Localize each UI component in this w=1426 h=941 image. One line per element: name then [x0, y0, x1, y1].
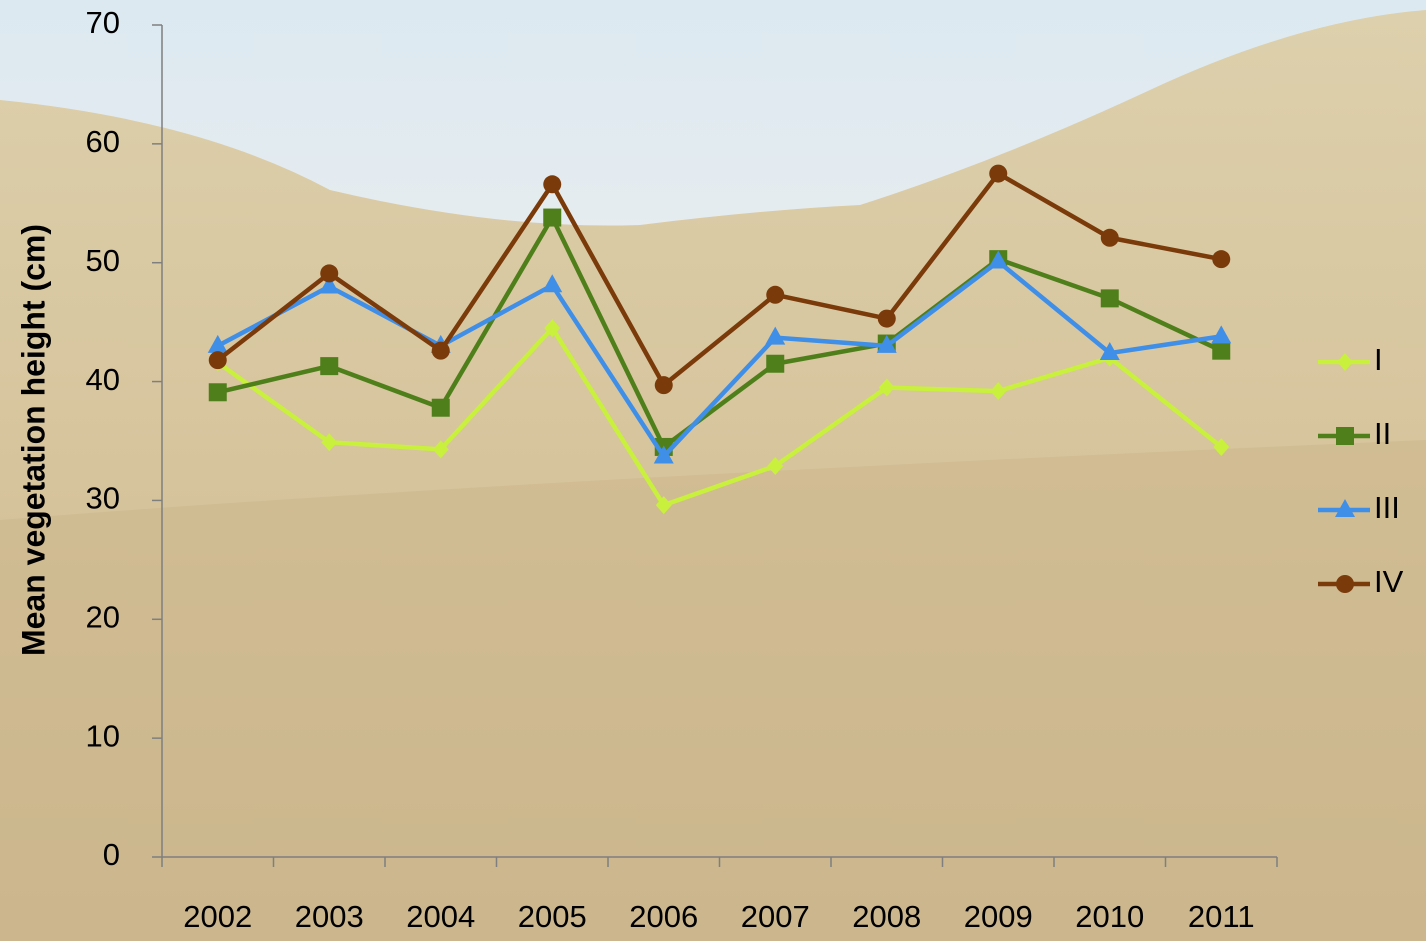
x-tick-label: 2011	[1188, 899, 1255, 934]
chart: Mean vegetation height (cm) 0 10 20 30 40 50 6…	[0, 0, 1426, 941]
y-tick-label: 40	[86, 362, 120, 397]
x-tick-label: 2010	[1075, 899, 1144, 934]
y-axis-label: Mean vegetation height (cm)	[15, 224, 51, 656]
legend-marker	[1336, 427, 1354, 445]
x-tick-label: 2005	[518, 899, 587, 934]
data-point	[320, 264, 338, 282]
data-point	[543, 209, 561, 227]
y-tick-label: 50	[86, 243, 120, 278]
data-point	[209, 383, 227, 401]
x-tick-label: 2007	[741, 899, 810, 934]
data-point	[655, 376, 673, 394]
x-tick-label: 2002	[183, 899, 252, 934]
y-tick-label: 0	[103, 837, 120, 872]
y-tick-label: 30	[86, 481, 120, 516]
data-point	[1212, 342, 1230, 360]
legend-label: II	[1374, 416, 1391, 451]
data-point	[878, 310, 896, 328]
data-point	[320, 357, 338, 375]
data-point	[989, 165, 1007, 183]
data-point	[1212, 250, 1230, 268]
x-tick-label: 2003	[295, 899, 364, 934]
data-point	[209, 351, 227, 369]
data-point	[1101, 289, 1119, 307]
x-tick-label: 2008	[852, 899, 921, 934]
data-point	[1101, 229, 1119, 247]
data-point	[432, 342, 450, 360]
x-tick-label: 2009	[964, 899, 1033, 934]
legend-marker	[1336, 575, 1354, 593]
data-point	[432, 399, 450, 417]
legend-label: I	[1374, 342, 1383, 377]
data-point	[766, 355, 784, 373]
y-tick-label: 10	[86, 718, 120, 753]
legend-label: IV	[1374, 564, 1404, 599]
y-tick-label: 20	[86, 599, 120, 634]
legend-label: III	[1374, 490, 1400, 525]
data-point	[766, 286, 784, 304]
x-tick-label: 2004	[406, 899, 475, 934]
y-tick-label: 70	[86, 5, 120, 40]
y-tick-label: 60	[86, 124, 120, 159]
x-tick-label: 2006	[629, 899, 698, 934]
data-point	[543, 175, 561, 193]
background-grass	[0, 440, 1426, 941]
